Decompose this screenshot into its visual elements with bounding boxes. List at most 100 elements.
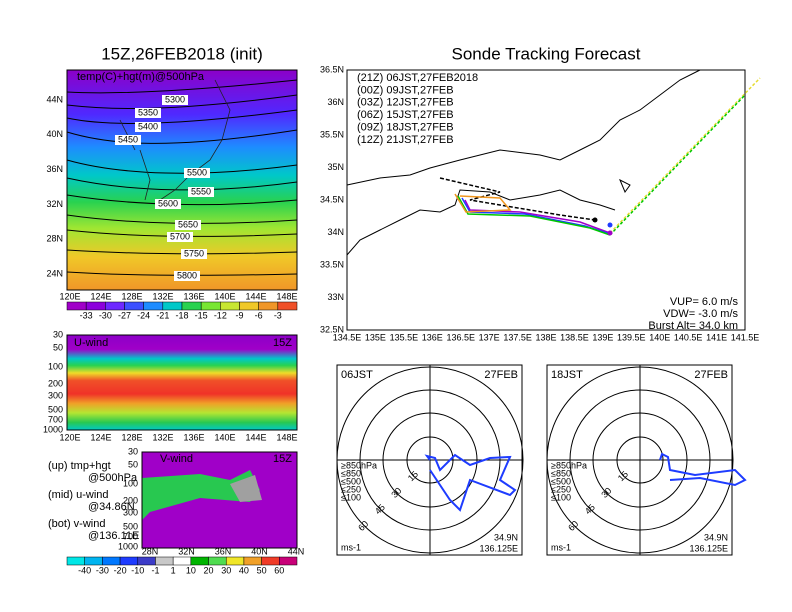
colorbar-swatch (181, 301, 202, 311)
contour-label-bg (155, 199, 181, 209)
lon-label: 120E (59, 291, 80, 301)
unit: ms-1 (341, 542, 361, 552)
note: @34.86N (88, 501, 135, 513)
lon-label: 139E (592, 332, 613, 342)
contour-label-bg (167, 232, 193, 242)
colorbar-label: 50 (257, 565, 267, 575)
v-wind-positive (142, 470, 260, 520)
lon-label: 148E (276, 432, 297, 442)
lat-label: 33N (327, 292, 344, 302)
lon-label: 139.5E (617, 332, 646, 342)
location-lon: 136.125E (689, 543, 728, 553)
lon-label: 137.5E (503, 332, 532, 342)
colorbar-swatch (239, 301, 259, 311)
lat-label: 33.5N (320, 259, 344, 269)
location-lat: 34.9N (704, 532, 728, 542)
lon-label: 141E (706, 332, 727, 342)
contour-label-bg (115, 135, 141, 145)
level-label: ≥850hPa (341, 460, 377, 470)
burst-point (607, 230, 613, 236)
colorbar-label: -27 (118, 310, 131, 320)
colorbar-swatch (124, 301, 144, 311)
colorbar-label: -21 (156, 310, 169, 320)
contour-label: 5350 (138, 107, 158, 117)
legend-entry: (06Z) 15JST,27FEB (357, 109, 454, 121)
level-label: ≤850 (551, 468, 571, 478)
v-wind-neutral (230, 475, 262, 502)
colorbar-swatch (200, 301, 221, 311)
frame (141, 451, 298, 549)
lon-label: 140E (649, 332, 670, 342)
colorbar-swatch (143, 301, 164, 311)
colorbar-swatch (66, 556, 85, 566)
hodograph: 06JST 27FEB≥850hPa≤850≤500≤250≤1001530456… (336, 364, 524, 556)
colorbar-swatch (277, 301, 298, 311)
wind-trace (659, 452, 747, 487)
u-wind-field (66, 334, 298, 431)
colorbar-label: -24 (137, 310, 150, 320)
burst-point (607, 222, 613, 228)
colorbar-swatch (155, 556, 174, 566)
colorbar-label: -15 (195, 310, 208, 320)
location-lat: 34.9N (494, 532, 518, 542)
ring-label: 60 (356, 519, 370, 533)
lon-label: 136E (183, 432, 204, 442)
contour-label: 5300 (165, 94, 185, 104)
lat-label: 35.5N (320, 129, 344, 139)
contour-label: 5450 (118, 134, 138, 144)
lon-label: 135.5E (390, 332, 419, 342)
contour-label: 5750 (184, 248, 204, 258)
lon-label: 136E (183, 291, 204, 301)
lat-label: 35N (327, 162, 344, 172)
ring-label: 45 (583, 502, 597, 516)
lon-label: 132E (152, 291, 173, 301)
lat-label: 34N (327, 227, 344, 237)
lat-label: 32.5N (320, 324, 344, 334)
wind-trace (424, 453, 517, 512)
legend-entry: (09Z) 18JST,27FEB (357, 122, 454, 134)
ring-label: 60 (566, 519, 580, 533)
colorbar-label: 40 (239, 565, 249, 575)
legend-entry: (21Z) 06JST,27FEB2018 (357, 72, 478, 84)
pressure-label: 30 (53, 329, 63, 339)
level-label: ≤500 (341, 476, 361, 486)
lat-label: 44N (46, 94, 63, 104)
map-label: temp(C)+hgt(m)@500hPa (77, 71, 205, 83)
lat-label: 36.5N (320, 64, 344, 74)
colorbar-swatch (84, 556, 103, 566)
ring-label: 45 (373, 502, 387, 516)
pressure-label: 700 (123, 531, 138, 541)
lat-label: 28N (46, 234, 63, 244)
pressure-label: 1000 (43, 424, 63, 434)
level-label: ≤500 (551, 476, 571, 486)
lon-label: 138E (535, 332, 556, 342)
lon-label: 120E (59, 432, 80, 442)
unit: ms-1 (551, 542, 571, 552)
pressure-label: 300 (123, 507, 138, 517)
colorbar-swatch (225, 556, 245, 566)
lon-label: 148E (276, 291, 297, 301)
legend-entry: (03Z) 12JST,27FEB (357, 97, 454, 109)
lon-label: 124E (90, 432, 111, 442)
lon-label: 144E (245, 432, 266, 442)
contour-label-bg (135, 108, 161, 118)
colorbar-swatch (261, 556, 280, 566)
lon-label: 137E (479, 332, 500, 342)
lat-label: 34.5N (320, 194, 344, 204)
lon-label: 135E (365, 332, 386, 342)
colorbar-label: -18 (175, 310, 188, 320)
contour-label: 5500 (187, 167, 207, 177)
lat-label: 28N (142, 546, 159, 556)
ring-label: 30 (599, 486, 613, 500)
note: @136.11E (88, 530, 139, 542)
colorbar-label: 30 (221, 565, 231, 575)
colorbar-label: 60 (274, 565, 284, 575)
ring-label: 30 (389, 486, 403, 500)
colorbar-label: -20 (114, 565, 127, 575)
pressure-label: 300 (48, 390, 63, 400)
lon-label: 136E (422, 332, 443, 342)
pressure-label: 1000 (118, 541, 138, 551)
colorbar-swatch (105, 301, 125, 311)
parameter: VDW= -3.0 m/s (663, 308, 738, 320)
hodograph-date: 27FEB (694, 369, 728, 381)
